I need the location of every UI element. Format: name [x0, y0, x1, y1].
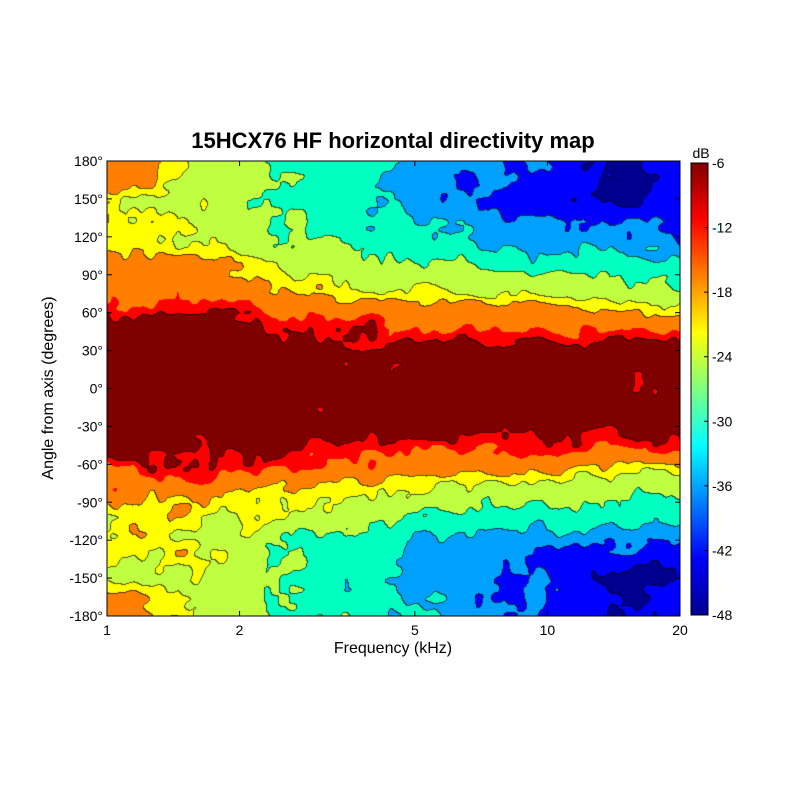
y-tick-label: 90°: [82, 267, 103, 283]
colorbar-tick-label: -6: [712, 155, 725, 171]
y-tick-label: 150°: [74, 191, 103, 207]
y-tick-label: -150°: [69, 570, 103, 586]
colorbar-tick-label: -12: [712, 220, 732, 236]
y-tick-label: -60°: [77, 456, 103, 472]
x-tick-label: 1: [103, 622, 111, 638]
plot-area: [106, 160, 681, 617]
y-tick-label: 0°: [90, 381, 103, 397]
colorbar-tick-label: -30: [712, 413, 732, 429]
x-tick-label: 20: [672, 622, 688, 638]
y-tick-label: -90°: [77, 494, 103, 510]
y-tick-label: -120°: [69, 532, 103, 548]
x-axis: 1 2 5 10 20: [103, 161, 688, 638]
colorbar-label: dB: [692, 145, 709, 161]
x-tick-label: 2: [236, 622, 244, 638]
x-tick-label: 5: [411, 622, 419, 638]
colorbar: dB -6 -12 -18 -24 -30 -36 -42 -48: [690, 145, 732, 623]
chart-title: 15HCX76 HF horizontal directivity map: [191, 128, 594, 153]
colorbar-tick-label: -48: [712, 607, 732, 623]
colorbar-ticks: -6 -12 -18 -24 -30 -36 -42 -48: [704, 155, 732, 623]
colorbar-tick-label: -36: [712, 478, 732, 494]
heatmap-image: [107, 161, 680, 616]
y-tick-label: -30°: [77, 418, 103, 434]
y-axis-label: Angle from axis (degrees): [40, 296, 57, 479]
y-tick-label: 60°: [82, 305, 103, 321]
y-tick-label: -180°: [69, 608, 103, 624]
y-tick-label: 120°: [74, 229, 103, 245]
colorbar-tick-label: -18: [712, 284, 732, 300]
colorbar-tick-label: -42: [712, 542, 732, 558]
y-axis: 180° 150° 120° 90° 60° 30° 0° -30° -60° -90° -120°…: [69, 153, 680, 624]
y-tick-label: 180°: [74, 153, 103, 169]
colorbar-gradient: [690, 162, 709, 616]
x-axis-label: Frequency (kHz): [334, 640, 452, 657]
x-tick-label: 10: [540, 622, 556, 638]
y-tick-label: 30°: [82, 343, 103, 359]
colorbar-tick-label: -24: [712, 349, 732, 365]
